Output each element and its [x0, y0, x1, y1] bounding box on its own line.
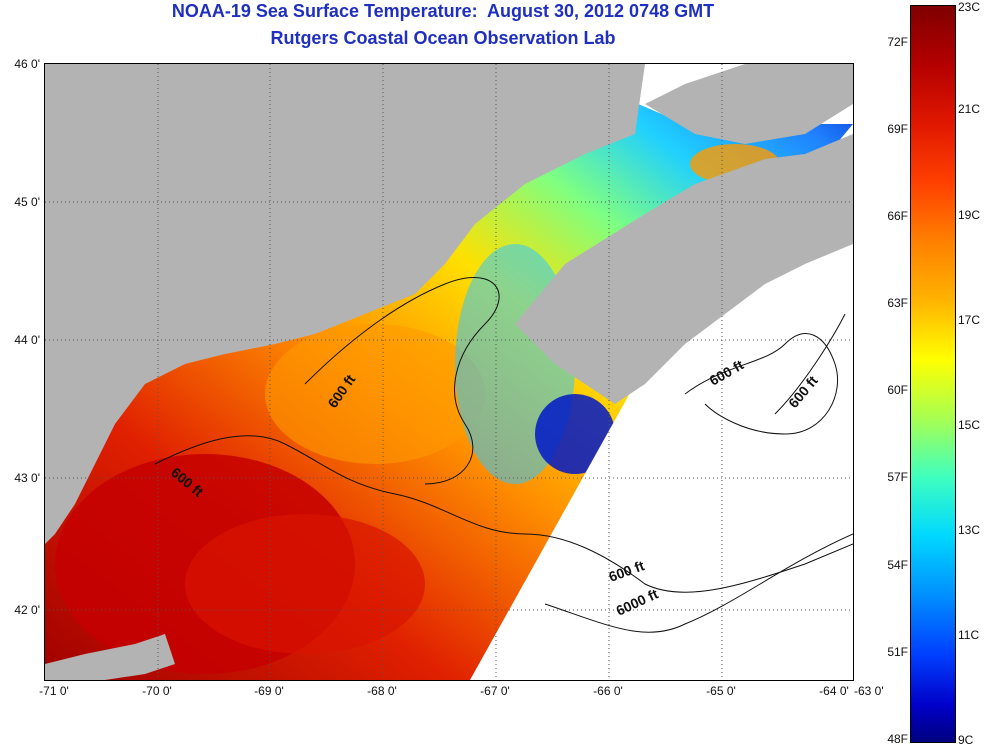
lon-label-68: -68 0': [367, 684, 397, 698]
colorbar-label-17c: 17C: [958, 313, 981, 327]
lat-label-44: 44 0': [14, 333, 40, 347]
new-england-landmass: [45, 64, 645, 544]
colorbar-label-11c: 11C: [958, 628, 980, 642]
lat-label-46: 46 0': [14, 57, 40, 71]
warm-region: [185, 514, 425, 654]
lat-label-42: 42 0': [14, 603, 40, 617]
lon-label-64: -64 0': [819, 684, 849, 698]
lon-label-65: -65 0': [706, 684, 736, 698]
colorbar-label-19c: 19C: [958, 208, 981, 222]
colorbar-label-57f: 57F: [887, 470, 908, 484]
colorbar-label-51f: 51F: [887, 645, 908, 659]
temperature-colorbar: [910, 5, 956, 743]
colorbar-label-69f: 69F: [887, 122, 908, 136]
lon-label-67: -67 0': [480, 684, 510, 698]
colorbar-label-23c: 23C: [958, 0, 981, 14]
colorbar-label-66f: 66F: [887, 209, 908, 223]
chart-subtitle: Rutgers Coastal Ocean Observation Lab: [270, 28, 616, 48]
lat-label-43: 43 0': [14, 471, 40, 485]
colorbar-label-13c: 13C: [958, 523, 981, 537]
sst-map-svg: 600 ft 600 ft 600 ft 600 ft 600 ft 6000 …: [45, 64, 853, 680]
colorbar-label-9c: 9C: [958, 733, 974, 747]
sst-map: 600 ft 600 ft 600 ft 600 ft 600 ft 6000 …: [44, 63, 854, 681]
orange-region: [265, 324, 485, 464]
cape-cod-landmass: [45, 634, 175, 680]
colorbar-label-63f: 63F: [887, 296, 908, 310]
lon-label-63: -63 0': [854, 684, 884, 698]
graticule: [45, 64, 853, 680]
lon-label-66: -66 0': [593, 684, 623, 698]
nova-scotia-landmass: [515, 134, 853, 404]
colorbar-label-48f: 48F: [887, 732, 908, 746]
chart-title: NOAA-19 Sea Surface Temperature: August …: [171, 1, 715, 21]
lon-label-69: -69 0': [254, 684, 284, 698]
colorbar-label-15c: 15C: [958, 418, 981, 432]
cold-region: [535, 394, 615, 474]
colorbar-label-54f: 54F: [887, 558, 908, 572]
colorbar-label-60f: 60F: [887, 383, 908, 397]
bathymetry-contours: [154, 277, 853, 633]
lon-label-70: -70 0': [142, 684, 172, 698]
colorbar-label-21c: 21C: [958, 102, 981, 116]
new-brunswick-landmass: [645, 64, 853, 144]
lon-label-71: -71 0': [39, 684, 69, 698]
colorbar-label-72f: 72F: [887, 35, 908, 49]
lat-label-45: 45 0': [14, 195, 40, 209]
